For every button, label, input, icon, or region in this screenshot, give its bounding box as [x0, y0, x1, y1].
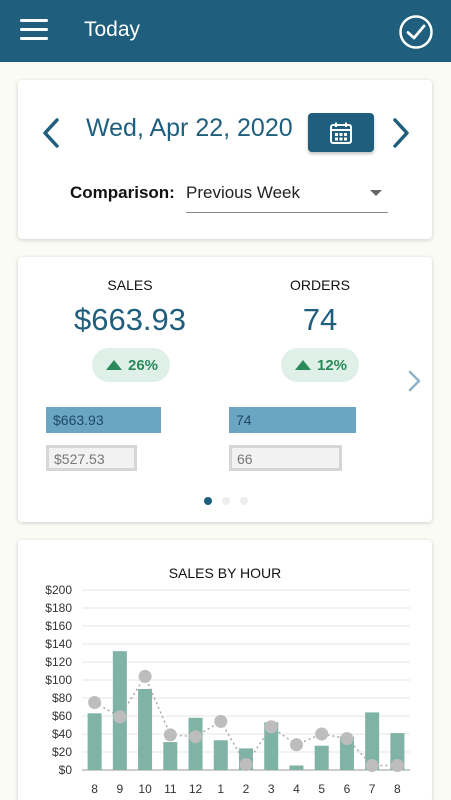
arrow-up-icon [295, 360, 311, 370]
comparison-point [340, 732, 354, 745]
sales-value: $663.93 [73, 302, 187, 337]
chart-bar [264, 722, 279, 770]
x-tick-label: 8 [394, 782, 401, 796]
chart-bar [289, 765, 304, 770]
comparison-select-value: Previous Week [186, 183, 301, 202]
chart-bar [163, 742, 178, 770]
y-tick-label: $60 [52, 709, 72, 723]
calendar-icon [330, 122, 352, 144]
summary-card: SALES $663.93 26% $663.93 $527.53 ORDERS… [18, 257, 432, 522]
y-tick-label: $40 [52, 727, 72, 741]
sales-by-hour-card: SALES BY HOUR $0 $20 $40 $60 $80 $100 $120 $140… [18, 540, 432, 800]
x-tick-label: 1 [217, 782, 224, 796]
orders-change: 12% [317, 357, 348, 374]
orders-value: 74 [302, 302, 338, 337]
y-tick-label: $20 [52, 745, 72, 759]
page-indicator-dot[interactable] [240, 497, 248, 505]
calendar-button[interactable] [308, 113, 374, 152]
y-tick-label: $80 [52, 691, 72, 705]
x-tick-label: 7 [369, 782, 376, 796]
comparison-point [88, 696, 102, 709]
sales-change-badge: 26% [92, 348, 170, 382]
chart-bar [339, 736, 354, 770]
page-indicator-dot[interactable] [204, 497, 212, 505]
x-tick-label: 6 [344, 782, 351, 796]
x-tick-label: 11 [164, 782, 177, 796]
y-tick-label: $120 [45, 655, 72, 669]
chevron-left-icon[interactable] [40, 116, 64, 150]
orders-label: ORDERS [290, 277, 350, 293]
date-label: Wed, Apr 22, 2020 [86, 114, 293, 142]
x-tick-label: 12 [189, 782, 203, 796]
sales-current-bar: $663.93 [46, 407, 161, 433]
page-title: Today [84, 18, 141, 41]
chevron-right-icon[interactable] [388, 116, 412, 150]
y-tick-label: $180 [45, 601, 72, 615]
chevron-right-icon[interactable] [406, 369, 422, 393]
page-indicator-dot[interactable] [222, 497, 230, 505]
comparison-point [189, 730, 203, 744]
x-tick-label: 8 [91, 782, 98, 796]
x-tick-label: 5 [318, 782, 325, 796]
orders-previous-bar: 66 [229, 445, 343, 471]
sales-previous-bar: $527.53 [46, 445, 137, 471]
date-card: Wed, Apr 22, 2020 Comparison: Previous W… [18, 80, 432, 239]
chart-bar [213, 740, 228, 770]
caret-down-icon [370, 190, 382, 196]
comparison-point [390, 759, 404, 772]
comparison-point [214, 714, 228, 728]
check-circle-icon[interactable] [398, 14, 434, 50]
orders-current-bar: 74 [229, 407, 356, 433]
comparison-select[interactable]: Previous Week [186, 175, 388, 213]
x-tick-label: 10 [138, 782, 152, 796]
comparison-point [264, 720, 278, 734]
comparison-point [138, 669, 152, 683]
chart-bar [314, 745, 329, 770]
chart-title: SALES BY HOUR [168, 565, 282, 581]
x-tick-label: 9 [117, 782, 124, 796]
comparison-point [163, 728, 177, 742]
comparison-point [239, 758, 253, 772]
sales-change: 26% [128, 357, 159, 374]
comparison-point [113, 710, 127, 724]
comparison-point [289, 738, 303, 752]
orders-change-badge: 12% [281, 348, 359, 382]
x-tick-label: 3 [268, 782, 275, 796]
arrow-up-icon [106, 360, 122, 370]
sales-by-hour-chart: $0 $20 $40 $60 $80 $100 $120 $140 $160 $180 $200 8 9… [45, 583, 410, 796]
y-tick-label: $200 [45, 583, 72, 597]
y-tick-label: $160 [45, 619, 72, 633]
comparison-point [365, 759, 379, 772]
sales-label: SALES [107, 277, 153, 293]
chart-bar [138, 689, 153, 770]
y-tick-label: $140 [45, 637, 72, 651]
y-tick-label: $100 [45, 673, 72, 687]
comparison-label: Comparison: [70, 183, 175, 202]
hamburger-menu-icon[interactable] [20, 19, 48, 41]
chart-bar [188, 717, 203, 770]
comparison-point [315, 727, 329, 741]
x-tick-label: 4 [293, 782, 300, 796]
chart-bar [365, 712, 380, 770]
chart-bar [87, 713, 102, 770]
app-bar: Today [0, 0, 451, 62]
x-tick-label: 2 [243, 782, 250, 796]
y-tick-label: $0 [59, 763, 73, 777]
